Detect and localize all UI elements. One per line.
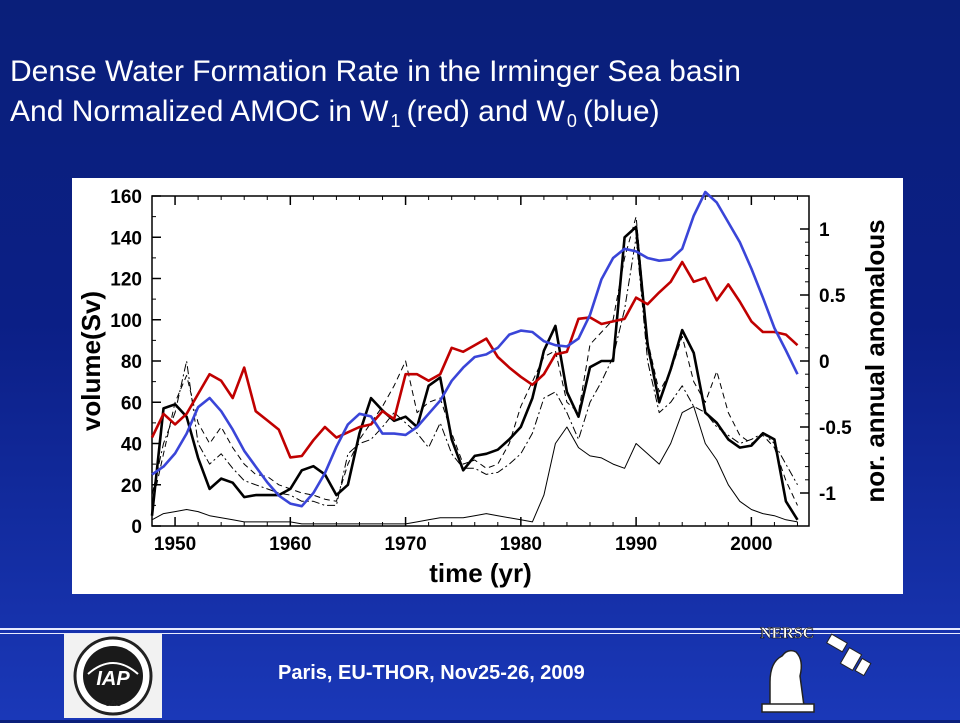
y-left-tick-label-80: 80 [121,352,142,373]
x-axis-label: time (yr) [429,558,532,588]
x-tick-label-1970: 1970 [384,534,426,555]
footer-divider [0,628,960,630]
nersc-logo-graphic: NERSC [760,625,872,713]
iap-logo-small-text: CAS [105,699,121,708]
x-tick-label-1960: 1960 [269,534,311,555]
y-left-tick-label-0: 0 [131,517,142,538]
dense-water-chart: 1950 1960 1970 1980 1990 2000 0 20 40 60 80 100 120 1… [76,187,890,588]
y-left-tick-label-120: 120 [110,270,142,291]
y-left-tick-label-40: 40 [121,435,142,456]
slide-title: Dense Water Formation Rate in the Irming… [10,52,950,141]
iap-logo-text: IAP [96,668,130,690]
subscript-0: 0 [566,111,577,131]
series-line-6 [151,190,799,508]
y-right-tick-label--1: -1 [819,484,836,505]
iap-logo: IAP CAS [64,634,162,718]
y-left-tick-label-60: 60 [121,393,142,414]
plot-frame [151,195,810,527]
y-right-tick-label-1: 1 [819,220,830,241]
series-line-2 [151,216,798,506]
series-line-1 [150,225,799,521]
x-tick-label-2000: 2000 [730,534,772,555]
y-right-tick-label--0.5: -0.5 [819,418,852,439]
series-line-3 [151,236,798,506]
nersc-logo-text: NERSC [760,625,814,642]
chart-panel: 1950 1960 1970 1980 1990 2000 0 20 40 60 80 100 120 1… [72,178,903,594]
title-line-1: Dense Water Formation Rate in the Irming… [10,55,741,88]
series-line-4 [151,405,798,525]
footer-divider-thin [0,633,960,634]
x-tick-label-1990: 1990 [615,534,657,555]
y-left-tick-label-160: 160 [110,187,142,208]
footer-event: Paris, EU-THOR, Nov25-26, 2009 [278,662,585,684]
y-right-tick-label-0.5: 0.5 [819,286,846,307]
y-left-tick-label-140: 140 [110,228,142,249]
title-line-2-part-a: And Normalized AMOC in W [10,95,389,128]
iap-logo-graphic: IAP CAS [73,636,153,716]
x-tick-label-1980: 1980 [500,534,542,555]
subscript-1: 1 [390,111,401,131]
series-line-5 [150,260,799,459]
y-axis-label-left: volume(Sv) [76,291,106,431]
polar-bear-icon [761,649,815,713]
y-left-tick-label-20: 20 [121,476,142,497]
y-right-tick-label-0: 0 [819,352,830,373]
satellite-icon [826,633,872,677]
x-tick-label-1950: 1950 [154,534,196,555]
nersc-logo: NERSC [748,620,878,716]
title-line-2-part-b: (red) and W [406,95,565,128]
title-line-2: And Normalized AMOC in W 1 (red) and W 0 (bl… [10,92,950,141]
y-left-tick-label-100: 100 [110,311,142,332]
y-axis-label-right: nor. annual anomalous [860,219,890,502]
title-line-2-part-c: (blue) [582,95,660,128]
